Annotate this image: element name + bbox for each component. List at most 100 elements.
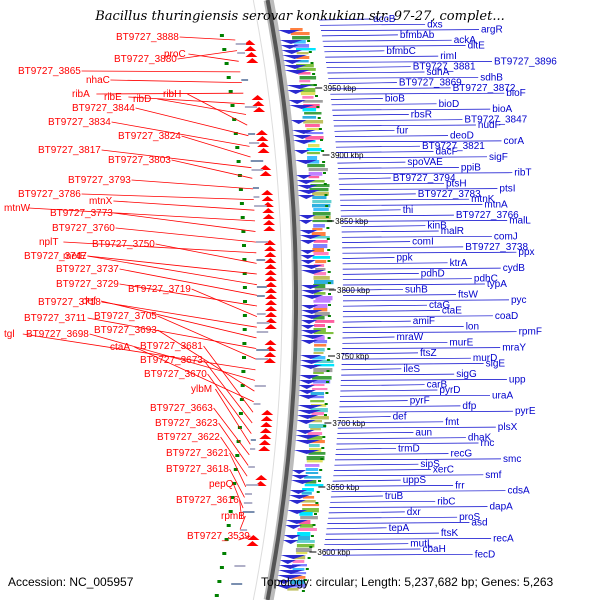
gc-dot: [239, 398, 244, 401]
right-label-connector: [341, 230, 439, 233]
right-label-connector: [328, 82, 397, 84]
gc-dot: [228, 90, 233, 93]
right-gene-label: ribC: [437, 496, 455, 507]
feature-band: [289, 580, 305, 585]
right-label-connector: [339, 400, 408, 402]
left-label-connector: [218, 422, 249, 466]
feature-band: [306, 132, 324, 135]
left-gene-label: def: [82, 296, 96, 307]
left-gene-label: mtnW: [4, 203, 31, 214]
reverse-gene-mark: [259, 171, 272, 176]
right-gene-label: ptsH: [446, 178, 467, 189]
left-gene-label: BT9727_3618: [166, 464, 229, 475]
left-gene-label: BT9727_3803: [108, 155, 171, 166]
feature-band: [312, 200, 332, 204]
right-label-connector: [331, 490, 506, 493]
forward-gene-mark: [299, 235, 322, 239]
feature-band: [297, 536, 310, 541]
right-gene-label: nudF: [478, 120, 501, 131]
feature-band: [292, 560, 305, 563]
forward-gene-mark: [289, 495, 310, 499]
left-gene-label: BT9727_3705: [94, 311, 157, 322]
gc-dot: [226, 76, 231, 79]
feature-band: [304, 484, 324, 487]
gc-dot-outer: [310, 62, 314, 64]
feature-band: [300, 500, 316, 503]
right-label-connector: [337, 167, 459, 169]
right-gene-label: pyrE: [515, 406, 536, 417]
gc-dot-outer: [326, 359, 330, 361]
feature-band: [314, 304, 328, 309]
left-gene-label: BT9727_3817: [38, 145, 101, 156]
right-label-connector: [342, 246, 464, 249]
forward-gene-mark: [295, 435, 321, 439]
right-label-connector: [325, 55, 439, 58]
forward-gene-mark: [300, 340, 318, 344]
inner-track-block: [235, 43, 247, 45]
left-label-connector: [87, 255, 257, 286]
reverse-gene-mark: [265, 300, 277, 305]
right-gene-label: aun: [415, 427, 432, 438]
map-title: Bacillus thuringiensis serovar konkukian…: [95, 9, 505, 24]
feature-band: [307, 440, 325, 444]
right-label-connector: [340, 384, 425, 387]
gc-dot-outer: [323, 425, 327, 427]
left-gene-label: BT9727_3747: [24, 251, 87, 262]
right-gene-label: ctaG: [429, 300, 450, 311]
gc-dot: [226, 524, 231, 527]
gc-dot: [214, 594, 219, 597]
right-gene-label: fur: [397, 125, 409, 136]
left-label-connector: [181, 135, 251, 158]
gc-dot: [230, 496, 235, 499]
inner-track-block: [234, 565, 246, 567]
inner-track-block: [256, 286, 267, 288]
right-label-connector: [336, 437, 466, 440]
right-gene-label: asd: [471, 518, 487, 529]
right-label-connector: [342, 241, 411, 243]
left-gene-label: BT9727_3681: [140, 341, 203, 352]
feature-band: [313, 316, 325, 320]
right-gene-label: bioA: [492, 104, 512, 115]
forward-gene-mark: [290, 120, 307, 124]
left-gene-label: BT9727_3622: [157, 432, 220, 443]
right-gene-label: tepA: [389, 523, 410, 534]
right-gene-label: dxr: [407, 507, 422, 518]
feature-band: [299, 512, 313, 516]
right-label-connector: [327, 522, 470, 524]
left-gene-label: BT9727_3880: [114, 54, 177, 65]
feature-band: [302, 488, 314, 492]
left-label-connector: [87, 317, 257, 349]
feature-band: [315, 268, 326, 271]
left-label-connector: [119, 268, 258, 296]
left-label-connector: [157, 315, 257, 360]
right-gene-label: dltE: [468, 41, 486, 52]
right-label-connector: [336, 442, 479, 445]
forward-gene-mark: [282, 60, 302, 64]
reverse-gene-mark: [243, 40, 256, 45]
forward-gene-mark: [291, 130, 316, 134]
feature-band: [310, 400, 325, 403]
right-gene-label: pyrD: [439, 385, 460, 396]
inner-track-block: [246, 484, 259, 486]
right-gene-label: ileS: [403, 364, 420, 375]
right-label-connector: [323, 45, 466, 47]
right-label-connector: [341, 225, 426, 228]
feature-band: [312, 236, 330, 239]
left-gene-label: mtnX: [89, 196, 113, 207]
forward-gene-mark: [287, 510, 308, 514]
left-gene-label: BT9727_3711: [24, 313, 87, 324]
left-label-connector: [207, 373, 252, 434]
right-gene-label: BT9727_3738: [465, 242, 528, 253]
forward-gene-mark: [288, 500, 306, 504]
right-label-connector: [324, 543, 409, 546]
forward-gene-mark: [300, 320, 318, 324]
feature-band: [313, 380, 331, 384]
reverse-gene-mark: [246, 58, 259, 63]
left-label-connector: [155, 243, 257, 264]
left-label-connector: [113, 200, 255, 211]
reverse-gene-mark: [264, 258, 277, 263]
right-gene-label: mraY: [502, 343, 526, 354]
forward-gene-mark: [276, 580, 292, 584]
forward-gene-mark: [285, 525, 302, 529]
inner-track-block: [253, 196, 260, 198]
